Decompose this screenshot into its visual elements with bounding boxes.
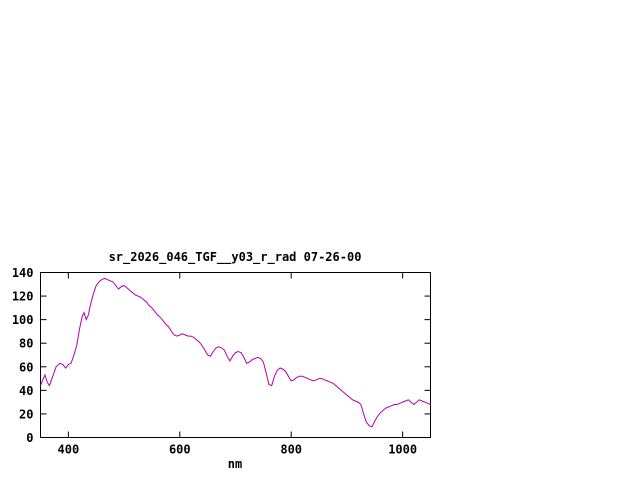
chart-title: sr_2026_046_TGF__y03_r_rad 07-26-00 xyxy=(109,250,362,265)
x-tick-label: 600 xyxy=(169,443,191,457)
x-tick-label: 1000 xyxy=(388,443,417,457)
x-tick-label: 400 xyxy=(58,443,80,457)
x-axis-label: nm xyxy=(228,457,242,471)
y-tick-label: 0 xyxy=(26,431,33,445)
y-tick-label: 60 xyxy=(19,360,33,374)
tick-labels-group: 400 600 800 1000 0 20 40 60 80 100 120 140 xyxy=(12,266,417,457)
y-tick-label: 140 xyxy=(12,266,34,280)
y-tick-label: 100 xyxy=(12,313,34,327)
y-tick-label: 20 xyxy=(19,407,33,421)
y-tick-label: 40 xyxy=(19,384,33,398)
tick-marks-group xyxy=(40,272,431,438)
plot-border xyxy=(40,272,431,438)
y-tick-label: 120 xyxy=(12,290,34,304)
spectrum-line-series xyxy=(40,277,431,428)
y-tick-label: 80 xyxy=(19,337,33,351)
x-tick-label: 800 xyxy=(280,443,302,457)
